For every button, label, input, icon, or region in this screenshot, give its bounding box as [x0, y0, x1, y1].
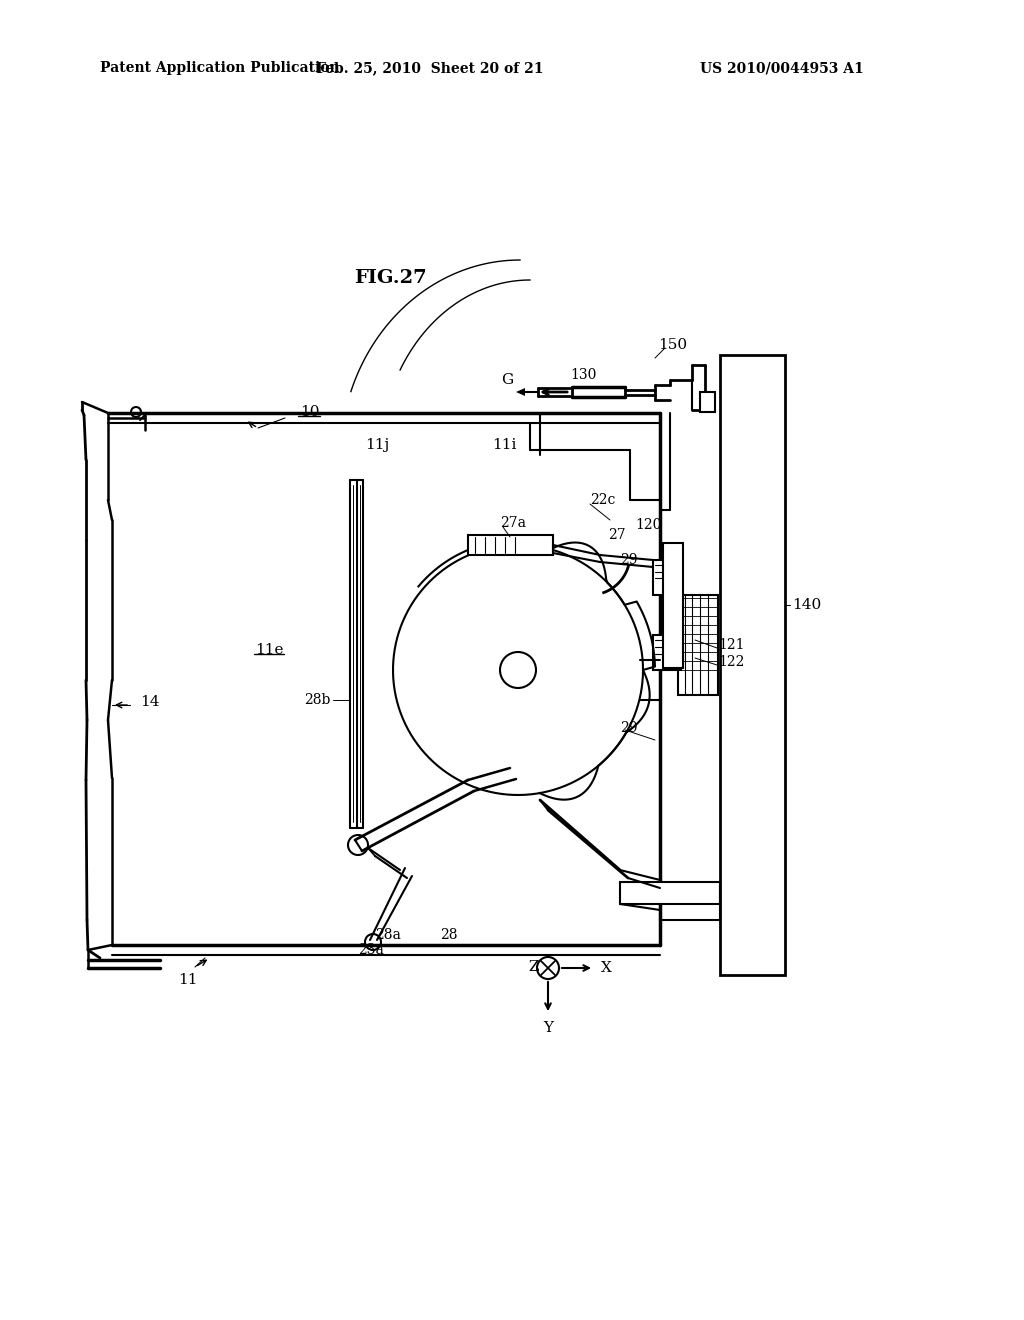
- Text: Patent Application Publication: Patent Application Publication: [100, 61, 340, 75]
- Text: 122: 122: [718, 655, 744, 669]
- Text: 14: 14: [140, 696, 160, 709]
- Text: US 2010/0044953 A1: US 2010/0044953 A1: [700, 61, 864, 75]
- Text: 28a: 28a: [375, 928, 400, 942]
- Text: 23a: 23a: [358, 942, 384, 957]
- Text: 130: 130: [570, 368, 596, 381]
- Bar: [620, 882, 720, 904]
- Text: Y: Y: [543, 1020, 553, 1035]
- Text: 120: 120: [635, 517, 662, 532]
- Text: G: G: [501, 374, 513, 387]
- Text: 28b: 28b: [304, 693, 330, 708]
- Text: 27: 27: [608, 528, 626, 543]
- Polygon shape: [516, 388, 525, 396]
- Text: FIG.27: FIG.27: [353, 269, 426, 286]
- Text: 29: 29: [620, 553, 638, 568]
- Text: 140: 140: [792, 598, 821, 612]
- Text: X: X: [600, 961, 611, 975]
- Text: Feb. 25, 2010  Sheet 20 of 21: Feb. 25, 2010 Sheet 20 of 21: [316, 61, 544, 75]
- Text: 121: 121: [718, 638, 744, 652]
- Text: 11e: 11e: [255, 643, 284, 657]
- Text: 11i: 11i: [492, 438, 516, 451]
- Text: 29: 29: [620, 721, 638, 735]
- Text: Z: Z: [528, 960, 540, 974]
- Bar: [468, 535, 553, 554]
- Bar: [663, 543, 683, 668]
- Bar: [720, 355, 785, 975]
- Bar: [700, 392, 715, 412]
- Text: 11j: 11j: [365, 438, 389, 451]
- Bar: [678, 595, 718, 696]
- Text: 22c: 22c: [590, 492, 615, 507]
- Bar: [653, 635, 681, 671]
- Text: 150: 150: [658, 338, 687, 352]
- Text: 10: 10: [300, 405, 319, 418]
- Text: 28: 28: [440, 928, 458, 942]
- Text: 11: 11: [178, 973, 198, 987]
- Bar: [653, 560, 681, 595]
- Text: 27a: 27a: [500, 516, 526, 531]
